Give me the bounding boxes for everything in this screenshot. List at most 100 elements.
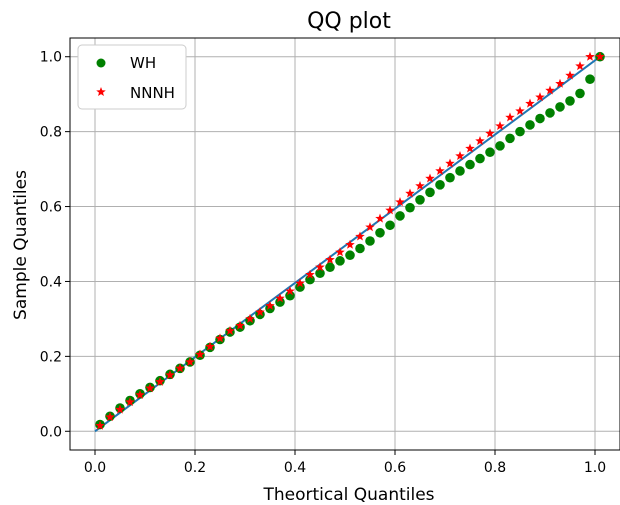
point-nnnh: [435, 165, 445, 176]
point-nnnh: [255, 307, 265, 317]
point-nnnh: [345, 239, 355, 249]
y-tick-label: 1.0: [40, 50, 62, 66]
axis-ticks: 0.0 0.2 0.4 0.6 0.8 1.0 0.0 0.2 0.4 0.6 0.8 1.0: [40, 50, 606, 476]
point-nnnh: [555, 78, 565, 88]
y-tick-label: 0.8: [40, 125, 62, 141]
point-nnnh: [575, 61, 585, 71]
point-wh: [425, 187, 435, 198]
point-nnnh: [495, 121, 505, 131]
point-nnnh: [155, 376, 165, 386]
point-nnnh: [385, 205, 395, 215]
legend: WH NNNH: [77, 44, 187, 110]
point-nnnh: [505, 112, 515, 122]
point-wh: [475, 153, 485, 164]
point-nnnh: [365, 222, 375, 232]
point-nnnh: [165, 370, 175, 380]
x-tick-label: 1.0: [584, 460, 606, 476]
point-nnnh: [325, 254, 335, 264]
point-nnnh: [205, 341, 215, 351]
point-nnnh: [535, 92, 545, 102]
series-nnnh: [95, 51, 605, 430]
point-wh: [465, 159, 475, 170]
x-tick-label: 0.4: [284, 460, 306, 476]
y-tick-label: 0.2: [40, 349, 62, 365]
point-nnnh: [105, 412, 115, 422]
point-nnnh: [515, 106, 525, 116]
point-nnnh: [595, 51, 605, 61]
point-wh: [495, 141, 505, 151]
point-wh: [345, 250, 355, 261]
point-wh: [485, 147, 495, 158]
point-wh: [405, 202, 415, 213]
point-nnnh: [445, 158, 455, 168]
point-nnnh: [295, 278, 305, 288]
point-nnnh: [335, 247, 345, 257]
point-wh: [315, 268, 325, 279]
point-wh: [535, 113, 545, 124]
y-tick-label: 0.4: [40, 274, 62, 290]
point-wh: [335, 256, 345, 266]
x-tick-label: 0.6: [384, 460, 406, 476]
point-wh: [445, 172, 455, 183]
point-nnnh: [185, 356, 195, 367]
point-nnnh: [225, 325, 235, 335]
point-nnnh: [265, 300, 275, 310]
point-nnnh: [565, 70, 575, 80]
point-nnnh: [545, 85, 555, 95]
point-nnnh: [455, 150, 465, 161]
point-wh: [395, 211, 405, 221]
point-wh: [505, 133, 515, 144]
point-nnnh: [195, 349, 205, 359]
point-nnnh: [115, 404, 125, 414]
legend-label-nnnh: NNNH: [130, 84, 175, 102]
x-axis-label: Theortical Quantiles: [262, 485, 434, 505]
plot-frame: [69, 37, 620, 451]
point-nnnh: [425, 173, 435, 183]
point-nnnh: [305, 269, 315, 279]
point-wh: [455, 166, 465, 176]
point-nnnh: [525, 98, 535, 108]
point-nnnh: [475, 136, 485, 146]
chart-title: QQ plot: [307, 9, 391, 34]
point-nnnh: [485, 128, 495, 138]
point-nnnh: [235, 320, 245, 330]
point-wh: [275, 297, 285, 307]
legend-label-wh: WH: [130, 54, 156, 72]
point-wh: [385, 220, 395, 231]
point-nnnh: [465, 143, 475, 153]
point-wh: [415, 195, 425, 205]
x-tick-label: 0.2: [184, 460, 206, 476]
point-nnnh: [125, 397, 135, 407]
point-nnnh: [285, 286, 295, 296]
point-wh: [575, 88, 585, 99]
point-nnnh: [135, 389, 145, 399]
point-wh: [355, 243, 365, 254]
point-nnnh: [215, 333, 225, 343]
y-tick-label: 0.6: [40, 200, 62, 216]
point-nnnh: [175, 363, 185, 373]
point-wh: [365, 236, 375, 246]
point-wh: [515, 126, 525, 137]
point-wh: [295, 282, 305, 292]
point-nnnh: [315, 262, 325, 272]
point-nnnh: [145, 383, 155, 393]
y-tick-label: 0.0: [40, 424, 62, 440]
y-axis-label: Sample Quantiles: [11, 170, 31, 320]
point-wh: [555, 102, 565, 112]
point-wh: [585, 74, 595, 84]
point-wh: [525, 120, 535, 130]
point-wh: [325, 262, 335, 273]
point-nnnh: [245, 313, 255, 323]
point-nnnh: [415, 180, 425, 190]
point-wh: [545, 108, 555, 118]
point-wh: [375, 227, 385, 238]
point-nnnh: [405, 188, 415, 198]
legend-marker-wh: [96, 58, 106, 68]
point-wh: [435, 180, 445, 190]
point-wh: [565, 96, 575, 106]
point-nnnh: [355, 231, 365, 241]
point-nnnh: [95, 420, 105, 430]
legend-marker-nnnh: [96, 87, 106, 97]
point-nnnh: [375, 213, 385, 223]
